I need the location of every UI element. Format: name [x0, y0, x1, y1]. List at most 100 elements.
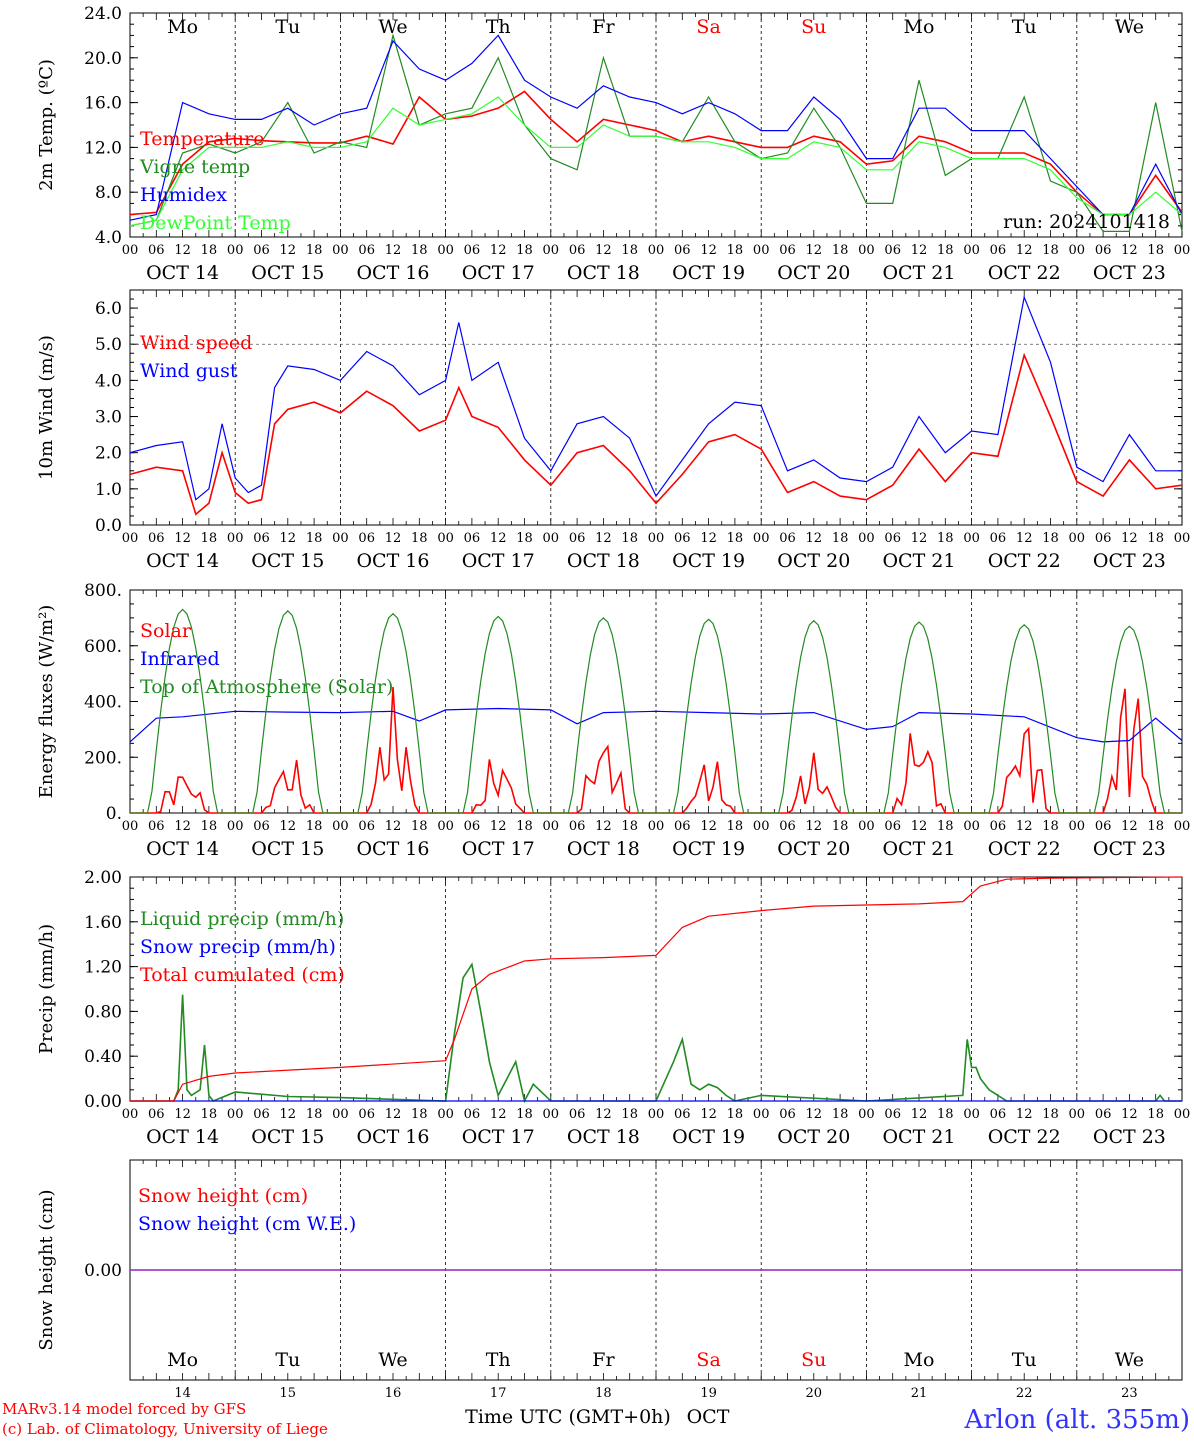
hour-label: 12	[174, 1107, 191, 1122]
hour-label: 06	[569, 531, 586, 546]
hour-label: 12	[1016, 1107, 1033, 1122]
hour-label: 12	[700, 531, 717, 546]
hour-label: 12	[1016, 531, 1033, 546]
series-line-0	[129, 352, 1183, 516]
y-axis-label: 2m Temp. (ºC)	[36, 59, 57, 191]
day-number: 21	[911, 1386, 928, 1401]
hour-label: 12	[911, 1107, 928, 1122]
date-label: OCT 18	[567, 262, 640, 284]
y-tick-label: 3.0	[95, 408, 122, 428]
weekday-label: Fr	[592, 16, 615, 38]
series-line-2	[130, 608, 1182, 814]
legend-entry: Wind speed	[140, 332, 252, 354]
lab-credit: (c) Lab. of Climatology, University of L…	[2, 1420, 328, 1438]
hour-label: 00	[122, 243, 139, 258]
weekday-label: We	[378, 16, 407, 38]
hour-label: 06	[779, 1107, 796, 1122]
hour-label: 12	[280, 243, 297, 258]
hour-label: 12	[385, 819, 402, 834]
hour-label: 06	[148, 819, 165, 834]
hour-label: 06	[884, 819, 901, 834]
hour-label: 18	[306, 1107, 323, 1122]
y-tick-label: 8.0	[95, 183, 122, 203]
hour-label: 00	[122, 819, 139, 834]
run-annotation: run: 2024101418	[1003, 211, 1170, 233]
hour-label: 18	[1147, 243, 1164, 258]
day-number: 19	[700, 1386, 717, 1401]
legend-entry: Liquid precip (mm/h)	[140, 908, 344, 930]
hour-label: 06	[1095, 243, 1112, 258]
y-tick-label: 800.	[84, 581, 122, 601]
date-label: OCT 18	[567, 838, 640, 860]
hour-label: 06	[1095, 531, 1112, 546]
hour-label: 00	[1174, 1107, 1191, 1122]
hour-label: 06	[569, 1107, 586, 1122]
hour-label: 18	[411, 819, 428, 834]
date-label: OCT 17	[462, 262, 535, 284]
y-tick-label: 20.0	[84, 49, 122, 69]
hour-label: 00	[227, 243, 244, 258]
legend-entry: Vigne temp	[139, 156, 250, 178]
hour-label: 00	[332, 243, 349, 258]
series-line-2	[129, 34, 1183, 221]
hour-label: 06	[779, 243, 796, 258]
hour-label: 18	[201, 531, 218, 546]
hour-label: 00	[437, 819, 454, 834]
y-tick-label: 0.80	[84, 1002, 122, 1022]
date-label: OCT 18	[567, 550, 640, 572]
hour-label: 06	[884, 531, 901, 546]
hour-label: 06	[148, 243, 165, 258]
hour-label: 06	[884, 243, 901, 258]
date-label: OCT 15	[251, 1126, 324, 1148]
hour-label: 12	[1121, 243, 1138, 258]
series-line-3	[129, 96, 1183, 227]
date-label: OCT 22	[988, 838, 1061, 860]
x-axis-label: Time UTC (GMT+0h)	[465, 1406, 671, 1428]
hour-label: 00	[753, 819, 770, 834]
hour-label: 18	[621, 1107, 638, 1122]
hour-label: 12	[280, 1107, 297, 1122]
hour-label: 00	[753, 243, 770, 258]
date-label: OCT 15	[251, 262, 324, 284]
hour-label: 12	[806, 819, 823, 834]
hour-label: 12	[911, 243, 928, 258]
hour-label: 00	[227, 1107, 244, 1122]
hour-label: 06	[884, 1107, 901, 1122]
date-label: OCT 15	[251, 550, 324, 572]
date-label: OCT 16	[356, 550, 429, 572]
y-tick-label: 200.	[84, 748, 122, 768]
hour-label: 00	[648, 1107, 665, 1122]
legend-entry: Total cumulated (cm)	[140, 964, 345, 986]
hour-label: 06	[1095, 1107, 1112, 1122]
date-label: OCT 17	[462, 838, 535, 860]
hour-label: 18	[1042, 819, 1059, 834]
hour-label: 06	[1095, 819, 1112, 834]
hour-label: 12	[806, 243, 823, 258]
hour-label: 18	[306, 243, 323, 258]
hour-label: 18	[516, 243, 533, 258]
hour-label: 12	[595, 819, 612, 834]
y-axis-label: Energy fluxes (W/m²)	[36, 605, 57, 799]
y-tick-label: 0.00	[84, 1261, 122, 1281]
date-label: OCT 19	[672, 1126, 745, 1148]
date-label: OCT 21	[882, 262, 955, 284]
weekday-label: Mo	[904, 1349, 935, 1371]
panel-snow: 0.00 Snow height (cm) Snow height (cm) Snow…	[36, 1159, 1183, 1381]
date-label: OCT 19	[672, 550, 745, 572]
hour-label: 06	[990, 531, 1007, 546]
hour-label: 06	[674, 1107, 691, 1122]
hour-label: 18	[1042, 531, 1059, 546]
hour-label: 12	[280, 819, 297, 834]
hour-label: 12	[1121, 531, 1138, 546]
hour-label: 18	[832, 1107, 849, 1122]
hour-label: 00	[227, 819, 244, 834]
hour-label: 12	[595, 243, 612, 258]
y-tick-label: 4.0	[95, 228, 122, 248]
hour-label: 18	[306, 531, 323, 546]
hour-label: 18	[621, 531, 638, 546]
hour-label: 00	[753, 1107, 770, 1122]
y-tick-label: 0.40	[84, 1047, 122, 1067]
hour-label: 12	[490, 531, 507, 546]
hour-label: 12	[174, 531, 191, 546]
hour-label: 18	[1147, 819, 1164, 834]
